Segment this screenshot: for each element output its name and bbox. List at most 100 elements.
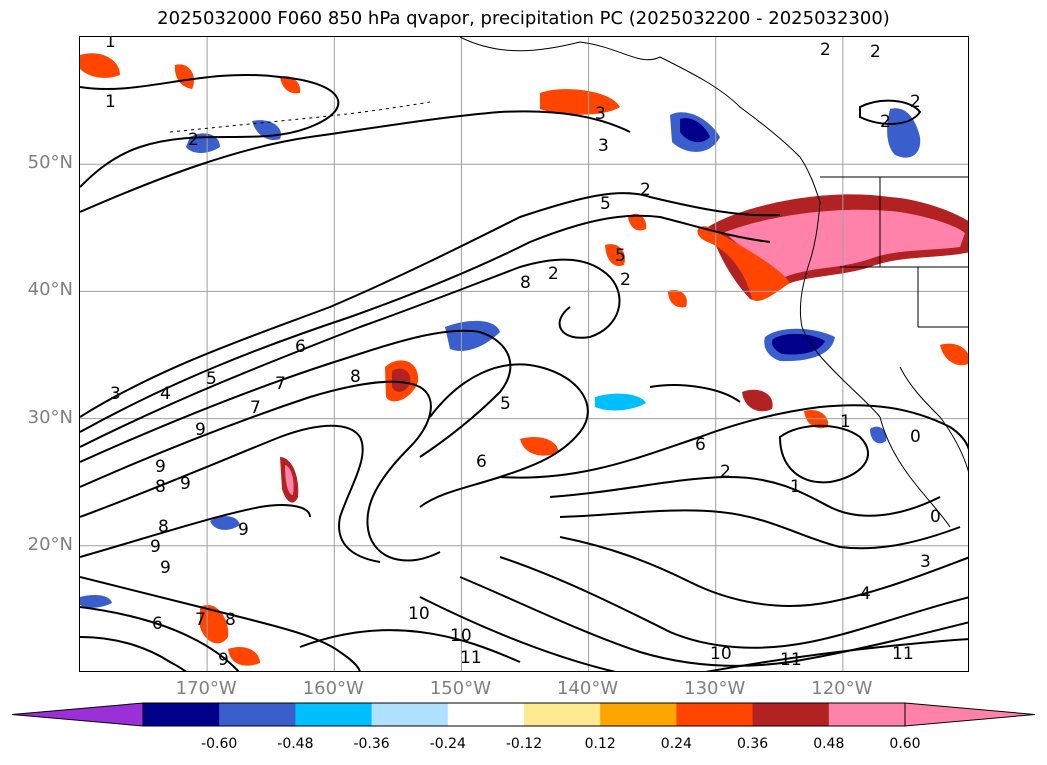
contour-label: 2 [880,112,891,132]
latitude-label: 50°N [27,152,73,174]
contour-label: 3 [110,384,121,404]
contour-label: 6 [295,337,306,357]
contour-label: 9 [150,537,161,557]
pos-area-6 [742,389,773,412]
contour-label: 7 [275,374,286,394]
contour-11 [499,404,968,479]
contour-label: 2 [870,42,881,62]
contour-label: 8 [350,367,361,387]
colorbar-tick-label: 0.36 [737,736,769,752]
pos-area-3 [540,89,620,115]
contour-18 [705,638,968,671]
contour-24 [859,99,922,125]
contour-label: 8 [225,610,236,630]
latitude-label: 20°N [27,533,73,555]
coastline-layer [169,37,968,528]
colorbar-outline [142,702,906,727]
contour-label: 6 [476,452,487,472]
contour-13 [559,509,961,550]
contour-1 [80,73,340,188]
contour-5 [80,258,621,448]
contour-label: 9 [155,457,166,477]
contour-4 [80,214,771,433]
contour-label: 4 [160,384,171,404]
contour-19 [80,576,361,671]
neg-area-2-core [680,118,710,143]
contour-label: 3 [595,104,606,124]
contour-label: 10 [710,644,732,664]
colorbar-swatch [676,703,754,726]
colorbar-swatch [143,703,220,726]
contour-label: 2 [640,180,651,200]
contour-label: 9 [195,420,206,440]
longitude-label: 130°W [684,678,746,699]
map-title: 2025032000 F060 850 hPa qvapor, precipit… [157,8,890,29]
map-panel: 1 1 2 2 2 3 3 2 2 2 3 4 5 5 8 6 7 7 8 9 9 8 9 9 8 9 6 5 6 2 1 1 0 0 3 4 11 10… [79,36,969,672]
colorbar-swatch [447,703,525,726]
neg-area-3 [887,108,921,158]
colorbar-swatch [600,703,677,726]
coastline-baja [879,416,951,528]
contour-label: 6 [152,614,163,634]
contour-22 [299,629,521,663]
contour-label: 5 [206,369,217,389]
longitude-label: 150°W [429,678,491,699]
contour-label: 3 [598,136,609,156]
contour-label: 9 [218,650,229,670]
qvapor-contour-layer [80,73,968,671]
longitude-label: 140°W [556,678,619,699]
colorbar-tick-label: 0.48 [813,736,845,752]
colorbar-tick-label: -0.48 [277,736,314,752]
contour-label: 11 [460,648,482,668]
contour-label: 1 [790,477,801,497]
colorbar-tick-label: 0.12 [584,736,616,752]
precip-area-pnw-core [725,209,965,277]
colorbar-swatch [752,703,830,726]
contour-label: 4 [860,584,871,604]
coastline-mainland-mx [899,366,968,472]
contour-label: 9 [180,474,191,494]
contour-label: 6 [695,435,706,455]
contour-label: 2 [188,130,199,150]
contour-label: 2 [820,40,831,60]
contour-label: 2 [720,462,731,482]
colorbar-tick-label: 0.24 [660,736,692,752]
contour-14 [559,536,968,607]
neg-area-10 [870,426,887,444]
contour-3 [80,192,781,418]
precipitation-fill-layer [80,53,968,666]
contour-label: 1 [105,92,116,112]
colorbar-extend-max [904,702,1036,727]
pos-area-4 [80,53,120,78]
contour-label: 0 [930,507,941,527]
colorbar-tick-label: 0.60 [889,736,921,752]
colorbar-extend-min [11,702,144,727]
pos-area-13 [280,76,301,94]
contour-label: 9 [160,558,171,578]
contour-label: 2 [620,270,631,290]
pos-area-10 [605,244,625,267]
pos-area-1-core [392,368,411,392]
colorbar-swatch [219,703,296,726]
contour-label: 7 [250,398,261,418]
colorbar-tick-label: -0.60 [201,736,238,752]
latitude-label: 30°N [27,406,73,428]
neg-area-4 [445,320,500,352]
contour-label: 0 [910,427,921,447]
colorbar-swatch [295,703,373,726]
contour-2 [80,110,631,213]
contour-label: 8 [155,477,166,497]
pos-area-14 [668,289,687,308]
pos-area-11 [940,343,968,366]
contour-label: 10 [450,626,472,646]
contour-label: 1 [105,37,116,52]
contour-17 [419,596,616,671]
latitude-label: 40°N [27,279,73,301]
colorbar-swatch [828,703,905,726]
coastline-alaska [459,37,821,203]
contour-10 [419,363,589,508]
contour-23 [778,424,870,484]
pos-area-15 [228,646,260,666]
neg-area-7 [210,516,240,530]
contour-16 [459,576,968,667]
